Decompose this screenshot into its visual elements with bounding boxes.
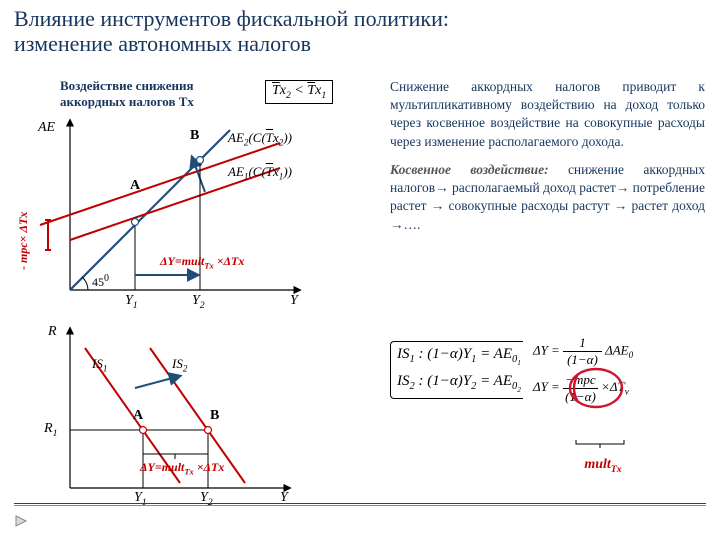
diagram-ae	[30, 110, 340, 320]
eq-IS1: IS1 : (1−α)Y1 = A͘E01	[397, 346, 521, 367]
play-icon[interactable]	[14, 514, 28, 528]
eq-dY2: ΔY = −mpc(1−α) ×ΔTv	[533, 372, 633, 405]
lbl-vshift: - mpc× ΔTx	[16, 212, 31, 270]
diagram-is	[30, 318, 330, 518]
footer-rule	[14, 503, 706, 506]
para2-emph: Косвенное воздействие:	[390, 162, 568, 177]
inequality-box: Tx2 < Tx1	[265, 80, 333, 104]
eqs: IS1 : (1−α)Y1 = A͘E01 IS2 : (1−α)Y2 = A͘…	[390, 335, 633, 405]
multTx-caption: multTx	[573, 438, 633, 475]
title-line2: изменение автономных налогов	[14, 31, 311, 56]
eq-IS2: IS2 : (1−α)Y2 = A͘E02	[397, 373, 521, 394]
title-line1: Влияние инструментов фискальной политики…	[14, 6, 449, 31]
chart-caption: Воздействие снижения аккордных налогов T…	[60, 78, 250, 110]
paragraph-1: Снижение аккордных налогов приводит к му…	[390, 78, 705, 151]
eq-dY1: ΔY = 1(1−α) ΔAE0	[533, 335, 633, 368]
paragraph-2: Косвенное воздействие: снижение аккордны…	[390, 161, 705, 234]
